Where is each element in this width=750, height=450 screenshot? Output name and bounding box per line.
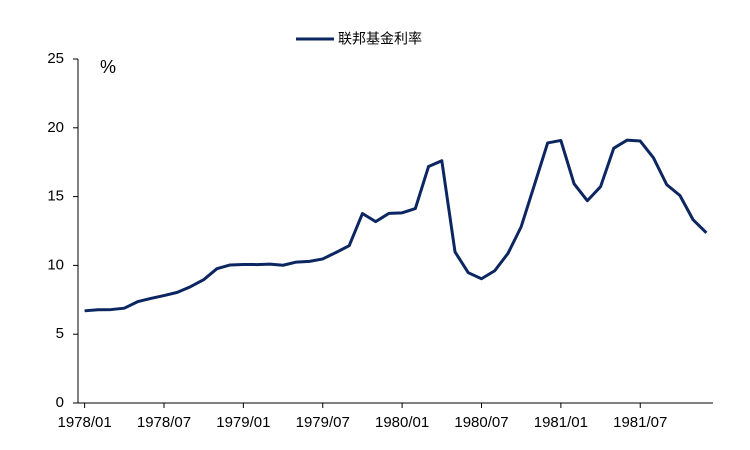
x-tick-label: 1981/01 [534, 414, 588, 431]
x-tick-label: 1981/07 [613, 414, 667, 431]
y-tick-label: 10 [47, 256, 64, 273]
legend-label: 联邦基金利率 [338, 31, 422, 47]
x-tick-label: 1980/01 [375, 414, 429, 431]
y-tick-label: 0 [56, 394, 64, 411]
series-line [84, 138, 708, 313]
x-tick-label: 1979/07 [296, 414, 350, 431]
y-tick-label: 25 [47, 50, 64, 67]
y-tick-label: 15 [47, 188, 64, 205]
y-tick-label: 20 [47, 119, 64, 136]
x-tick-label: 1978/01 [57, 414, 111, 431]
x-tick-label: 1978/07 [137, 414, 191, 431]
x-tick-label: 1979/01 [216, 414, 270, 431]
y-tick-label: 5 [56, 325, 64, 342]
unit-label: % [100, 57, 116, 77]
x-tick-label: 1980/07 [454, 414, 508, 431]
